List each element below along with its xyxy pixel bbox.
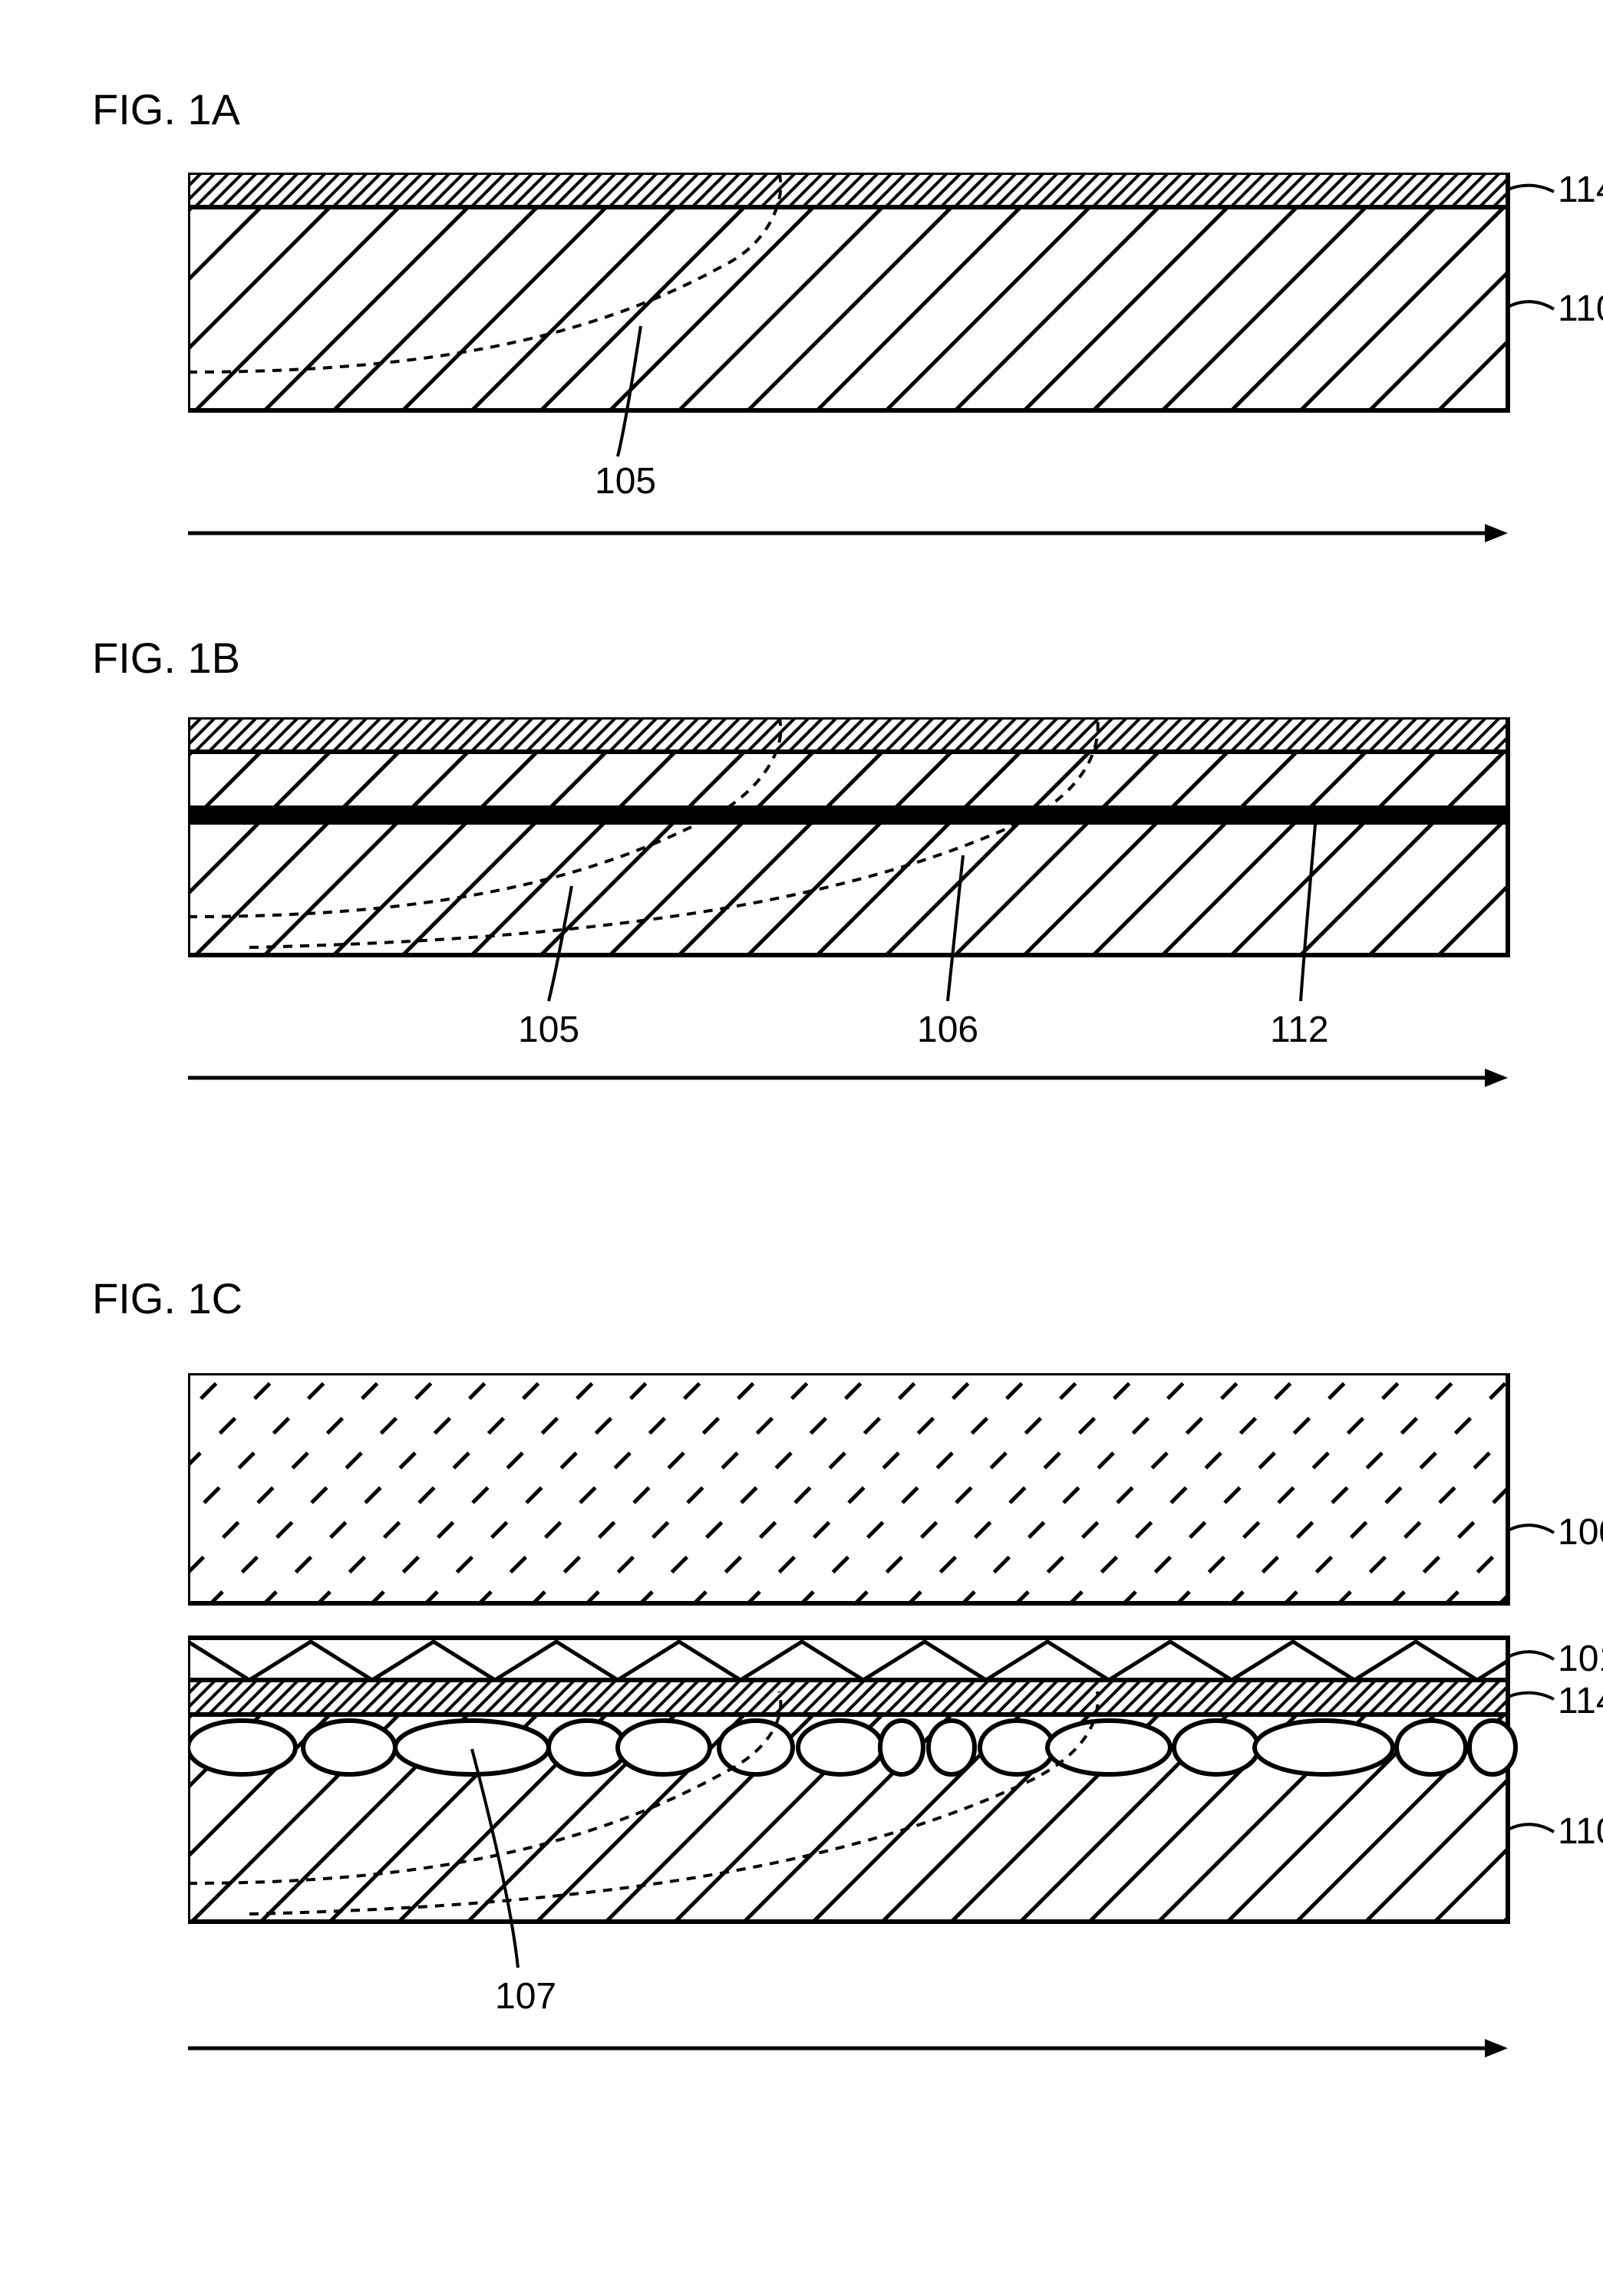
leader-110 xyxy=(1508,301,1554,309)
fig-label-1a: FIG. 1A xyxy=(92,84,240,134)
ref-110-c: 110 xyxy=(1558,1810,1603,1853)
ref-110: 110 xyxy=(1558,288,1603,330)
layer-101 xyxy=(188,1638,1508,1680)
layer-112 xyxy=(188,805,1508,825)
ref-107: 107 xyxy=(495,1975,556,2018)
ref-105: 105 xyxy=(595,460,656,502)
leader-110-c xyxy=(1508,1824,1554,1832)
ref-112: 112 xyxy=(1270,1009,1329,1051)
diagram-fig-1a xyxy=(188,173,1603,572)
layer-100 xyxy=(188,1373,1508,1603)
ref-101: 101 xyxy=(1558,1638,1603,1680)
leader-100 xyxy=(1508,1525,1554,1533)
diagram-fig-1c xyxy=(188,1373,1603,2079)
ref-114: 114 xyxy=(1558,169,1603,211)
leader-101 xyxy=(1508,1652,1554,1659)
leader-114-c xyxy=(1508,1693,1554,1699)
ref-105-b: 105 xyxy=(518,1009,579,1051)
ref-106: 106 xyxy=(917,1009,978,1051)
direction-arrow xyxy=(188,524,1508,542)
direction-arrow-b xyxy=(188,1069,1508,1087)
layer-110 xyxy=(188,173,1603,441)
fig-label-1c: FIG. 1C xyxy=(92,1273,242,1323)
ref-100: 100 xyxy=(1558,1511,1603,1553)
leader-114 xyxy=(1508,186,1554,192)
diagram-fig-1b xyxy=(188,717,1603,1116)
fig-label-1b: FIG. 1B xyxy=(92,633,240,683)
ref-114-c: 114 xyxy=(1558,1680,1603,1722)
direction-arrow-c xyxy=(188,2039,1508,2057)
